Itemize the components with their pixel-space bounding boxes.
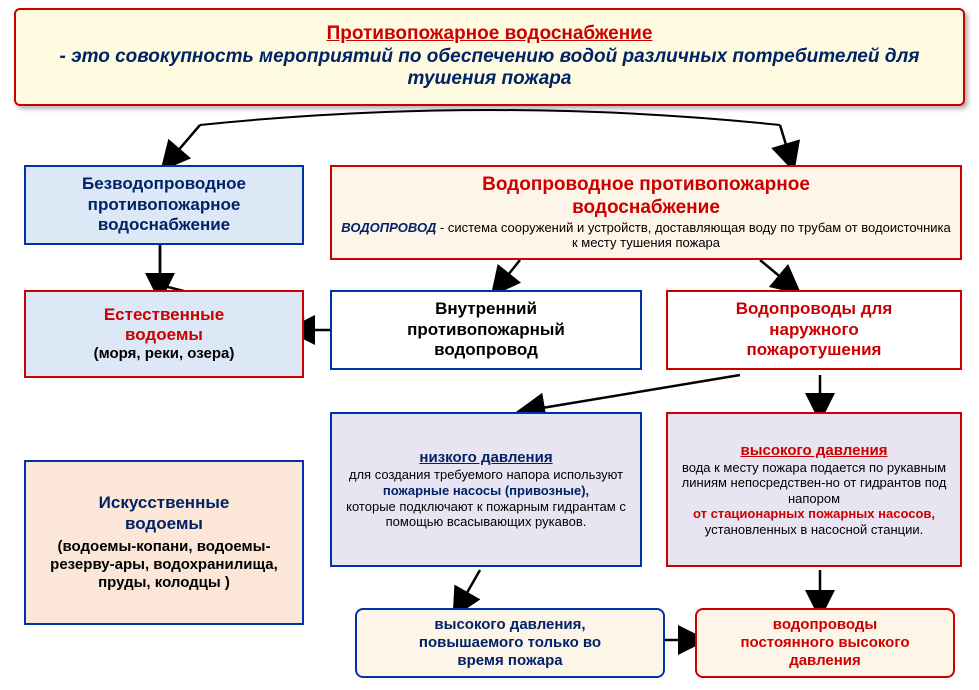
rbl-3: время пожара <box>365 652 655 670</box>
rt-l1: Водопроводное противопожарное <box>340 174 952 197</box>
box-highpressure: высокого давления вода к месту пожара по… <box>666 412 962 567</box>
box-left-nowater: Безводопроводное противопожарное водосна… <box>24 165 304 245</box>
box-artificial: Искусственные водоемы (водоемы-копани, в… <box>24 460 304 625</box>
rmr-3: пожаротушения <box>676 340 952 360</box>
box-external: Водопроводы для наружного пожаротушения <box>666 290 962 370</box>
rbr-1: водопроводы <box>705 616 945 634</box>
rbr-2: постоянного высокого <box>705 634 945 652</box>
l1-l2: противопожарное <box>34 195 294 215</box>
rll-b3: которые подключают к пожарным гидрантам … <box>340 499 632 530</box>
rt-l2: водоснабжение <box>340 197 952 220</box>
l2-l1: Естественные <box>34 305 294 325</box>
l2-l3: (моря, реки, озера) <box>34 345 294 363</box>
l3-l3: (водоемы-копани, водоемы-резерву-ары, во… <box>34 538 294 592</box>
rml-2: противопожарный <box>340 320 632 340</box>
rbr-3: давления <box>705 652 945 670</box>
rlr-b2: от стационарных пожарных насосов, <box>676 506 952 522</box>
l2-l2: водоемы <box>34 325 294 345</box>
rll-h: низкого давления <box>340 449 632 467</box>
rt-l3: ВОДОПРОВОД - система сооружений и устрой… <box>340 220 952 251</box>
title-line2: - это совокупность мероприятий по обеспе… <box>24 46 955 92</box>
rml-3: водопровод <box>340 340 632 360</box>
rll-b1: для создания требуемого напора использую… <box>340 467 632 483</box>
box-hp-constant: водопроводы постоянного высокого давлени… <box>695 608 955 678</box>
rlr-b1: вода к месту пожара подается по рукавным… <box>676 460 952 507</box>
rll-b2: пожарные насосы (привозные), <box>340 483 632 499</box>
rt-l3a: ВОДОПРОВОД <box>341 220 436 235</box>
rml-1: Внутренний <box>340 299 632 319</box>
box-hp-fireonly: высокого давления, повышаемого только во… <box>355 608 665 678</box>
rlr-b3: установленных в насосной станции. <box>676 522 952 538</box>
l3-l1: Искусственные <box>34 493 294 513</box>
title-box: Противопожарное водоснабжение - это сово… <box>14 8 965 106</box>
rbl-1: высокого давления, <box>365 616 655 634</box>
rbl-2: повышаемого только во <box>365 634 655 652</box>
rt-l3b: - система сооружений и устройств, достав… <box>436 220 950 251</box>
l1-l1: Безводопроводное <box>34 174 294 194</box>
rmr-2: наружного <box>676 320 952 340</box>
rmr-1: Водопроводы для <box>676 299 952 319</box>
box-lowpressure: низкого давления для создания требуемого… <box>330 412 642 567</box>
box-natural: Естественные водоемы (моря, реки, озера) <box>24 290 304 378</box>
rlr-h: высокого давления <box>676 442 952 460</box>
l1-l3: водоснабжение <box>34 215 294 235</box>
box-internal: Внутренний противопожарный водопровод <box>330 290 642 370</box>
title-line1: Противопожарное водоснабжение <box>24 23 955 46</box>
box-piped: Водопроводное противопожарное водоснабже… <box>330 165 962 260</box>
l3-l2: водоемы <box>34 514 294 534</box>
